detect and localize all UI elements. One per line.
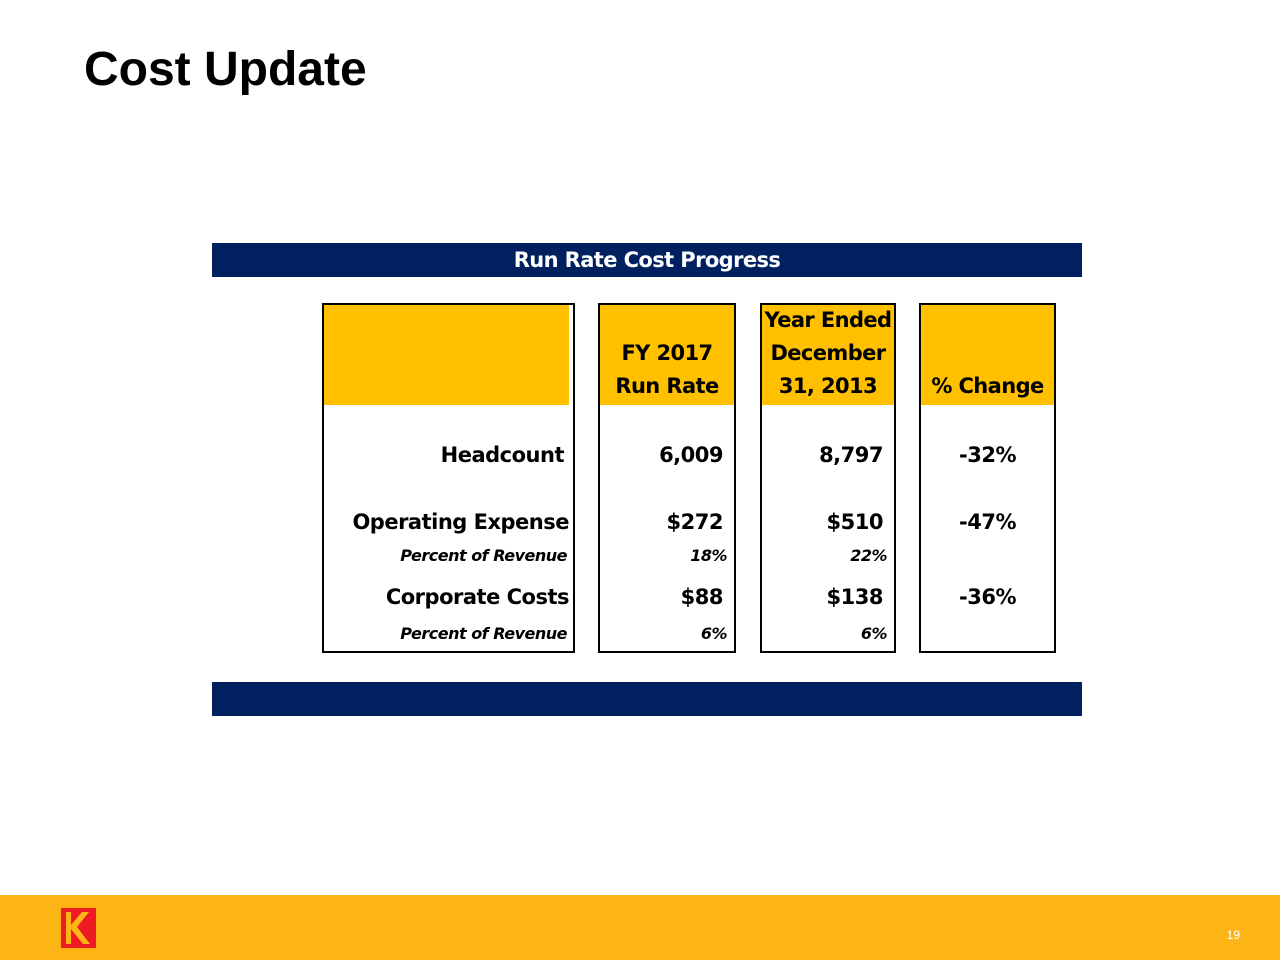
fy2013-opex-percent-value: 22%: [850, 546, 887, 565]
change-column-header: % Change: [921, 305, 1054, 405]
fy2017-opex-percent-value: 18%: [690, 546, 727, 565]
fy2013-headcount-value: 8,797: [819, 443, 883, 467]
fy2013-corporate-costs-value: $138: [826, 585, 884, 609]
row-label-corporate-costs: Corporate Costs: [385, 585, 570, 609]
fy2013-corp-percent-value: 6%: [860, 624, 888, 643]
fy2017-header-line-1: FY 2017: [621, 341, 713, 365]
change-header-text: % Change: [921, 370, 1054, 403]
table-title-band: Run Rate Cost Progress: [212, 243, 1082, 277]
kodak-logo-icon: [61, 908, 96, 948]
fy2013-operating-expense-value: $510: [826, 510, 884, 534]
table-title: Run Rate Cost Progress: [513, 248, 781, 272]
fy2017-column-header: FY 2017 Run Rate: [600, 305, 734, 405]
fy2013-header-text: Year Ended December 31, 2013: [762, 304, 894, 403]
row-label-operating-expense: Operating Expense: [352, 510, 569, 534]
labels-column-header: [324, 305, 569, 405]
row-label-headcount: Headcount: [440, 443, 565, 467]
change-headcount-value: -32%: [959, 443, 1016, 467]
row-label-corp-percent-of-revenue: Percent of Revenue: [400, 624, 567, 643]
fy2013-header-line-3: 31, 2013: [778, 374, 878, 398]
fy2013-header-line-1: Year Ended: [764, 308, 893, 332]
fy2017-corp-percent-value: 6%: [700, 624, 728, 643]
table-bottom-band: [212, 682, 1082, 716]
row-label-opex-percent-of-revenue: Percent of Revenue: [400, 546, 567, 565]
labels-column: [322, 303, 575, 653]
change-corporate-costs-value: -36%: [959, 585, 1016, 609]
fy2017-operating-expense-value: $272: [666, 510, 724, 534]
change-header-line-1: % Change: [931, 374, 1044, 398]
fy2017-corporate-costs-value: $88: [680, 585, 724, 609]
fy2017-headcount-value: 6,009: [659, 443, 723, 467]
change-column: % Change: [919, 303, 1056, 653]
fy2013-column: Year Ended December 31, 2013: [760, 303, 896, 653]
fy2013-header-line-2: December: [770, 341, 886, 365]
slide-title: Cost Update: [84, 43, 367, 96]
fy2013-column-header: Year Ended December 31, 2013: [762, 305, 894, 405]
fy2017-header-line-2: Run Rate: [615, 374, 719, 398]
page-number: 19: [1226, 928, 1240, 942]
footer-bar: [0, 895, 1280, 960]
fy2017-header-text: FY 2017 Run Rate: [600, 337, 734, 403]
change-operating-expense-value: -47%: [959, 510, 1016, 534]
fy2017-column: FY 2017 Run Rate: [598, 303, 736, 653]
